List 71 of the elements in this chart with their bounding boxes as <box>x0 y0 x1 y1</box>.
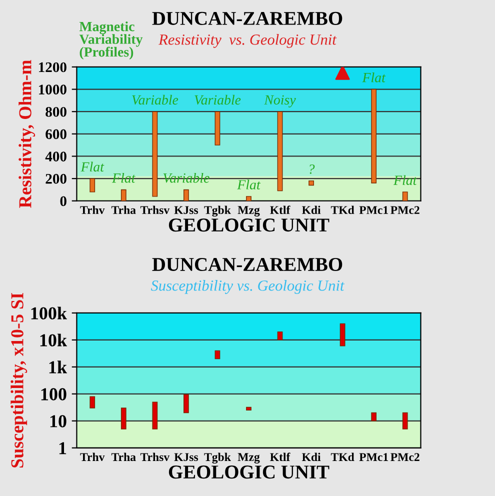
annotation: Variable <box>132 94 178 105</box>
y-axis-title: Susceptibility, x10-5 SI <box>10 293 28 468</box>
annotation: Flat <box>237 180 261 190</box>
x-tick-label: Kdi <box>302 206 321 214</box>
chart-subtitle: Resistivity vs. Geologic Unit <box>158 34 337 48</box>
bar <box>277 111 283 192</box>
x-tick-label: Trha <box>111 452 136 462</box>
y-tick-label: 100k <box>31 306 67 320</box>
bar <box>214 350 220 360</box>
bar <box>183 394 189 414</box>
x-tick-label: TKd <box>330 452 354 462</box>
bar <box>120 408 126 430</box>
bar <box>214 111 220 146</box>
bar <box>183 189 189 201</box>
x-tick-label: PMc2 <box>390 206 420 214</box>
bar <box>340 323 346 346</box>
y-tick-label: 200 <box>46 174 66 184</box>
chart-title: DUNCAN-ZAREMBO <box>152 258 342 272</box>
annotation: Flat <box>362 72 386 82</box>
bar <box>371 88 377 184</box>
y-tick-label: 1200 <box>39 62 66 72</box>
x-axis-title: GEOLOGIC UNIT <box>168 218 330 232</box>
chart-subtitle: Susceptibility vs. Geologic Unit <box>150 280 345 294</box>
x-tick-label: Trhsv <box>140 452 170 462</box>
y-tick-label: 1 <box>59 442 66 454</box>
y-tick-label: 400 <box>45 152 66 162</box>
x-tick-label: Trha <box>111 206 136 214</box>
x-tick-label: KJss <box>174 206 198 214</box>
bar <box>371 412 377 422</box>
x-tick-label: Ktlf <box>270 206 290 214</box>
bar <box>246 196 252 201</box>
x-axis-title: GEOLOGIC UNIT <box>168 466 330 479</box>
bar <box>152 402 158 430</box>
bar <box>402 192 408 201</box>
bar <box>120 189 126 201</box>
x-tick-label: PMc1 <box>359 206 388 214</box>
y-tick-label: 10k <box>40 334 67 346</box>
annotation: Variable <box>194 94 241 105</box>
x-tick-label: Mzg <box>238 453 260 464</box>
y-tick-label: 1000 <box>39 84 66 94</box>
x-tick-label: Trhv <box>80 206 105 214</box>
y-tick-label: 0 <box>60 196 66 206</box>
x-tick-label: TKd <box>330 206 354 214</box>
y-tick-label: 600 <box>46 129 66 140</box>
bar <box>90 178 96 192</box>
bar <box>277 331 283 340</box>
x-tick-label: Trhsv <box>140 206 170 214</box>
bar <box>152 111 158 197</box>
x-tick-label: Tgbk <box>204 452 231 464</box>
annotation: Noisy <box>264 95 296 108</box>
y-axis-title: Resistivity, Ohm-m <box>18 60 36 208</box>
x-tick-label: Ktlf <box>270 452 290 462</box>
bar <box>246 406 252 411</box>
x-tick-label: PMc2 <box>390 453 420 462</box>
annotation: ? <box>310 164 315 174</box>
bar <box>402 412 408 430</box>
x-tick-label: Kdi <box>302 452 321 462</box>
x-tick-label: Trhv <box>80 452 105 462</box>
annotation: Flat <box>80 162 104 172</box>
y-tick-label: 10 <box>50 415 66 428</box>
y-tick-label: 100 <box>41 388 66 400</box>
x-tick-label: PMc1 <box>359 453 388 462</box>
x-tick-label: Mzg <box>238 206 260 216</box>
x-tick-label: KJss <box>174 453 198 462</box>
x-tick-label: Tgbk <box>204 206 231 217</box>
bar <box>90 396 96 408</box>
y-tick-label: 1k <box>49 360 67 374</box>
y-tick-label: 800 <box>46 106 66 117</box>
text: Magnetic Variability (Profiles) <box>79 21 143 60</box>
chart-title: DUNCAN-ZAREMBO <box>152 12 342 25</box>
bar <box>308 180 314 186</box>
